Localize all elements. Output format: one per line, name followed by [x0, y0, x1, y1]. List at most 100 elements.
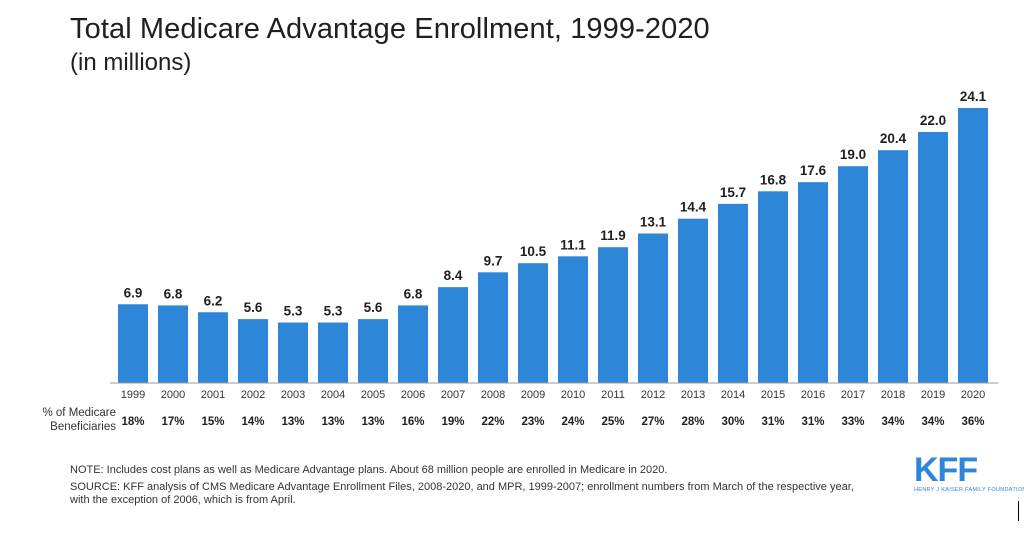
percent-value-2019: 34%: [921, 416, 944, 428]
x-tick-label-2008: 2008: [481, 389, 505, 401]
bar-2015: [758, 191, 788, 383]
bar-2002: [238, 319, 268, 383]
bar-value-label-2000: 6.8: [164, 286, 183, 301]
percent-value-2012: 27%: [641, 416, 664, 428]
bar-2008: [478, 272, 508, 383]
x-tick-label-2015: 2015: [761, 389, 785, 401]
percent-value-2005: 13%: [361, 416, 384, 428]
bar-value-label-2017: 19.0: [840, 147, 866, 162]
x-tick-label-2007: 2007: [441, 389, 465, 401]
percent-value-2016: 31%: [801, 416, 824, 428]
x-tick-label-2018: 2018: [881, 389, 905, 401]
chart-subtitle: (in millions): [70, 49, 192, 76]
x-tick-label-2017: 2017: [841, 389, 865, 401]
bar-2014: [718, 203, 748, 383]
percent-value-2020: 36%: [961, 416, 984, 428]
logo-text: HENRY J KAISER FAMILY FOUNDATION: [914, 487, 1024, 493]
edge-divider: [1018, 501, 1019, 521]
x-tick-label-2004: 2004: [321, 389, 345, 401]
bar-value-label-2013: 14.4: [680, 200, 707, 215]
bar-2009: [518, 263, 548, 383]
x-tick-label-2005: 2005: [361, 389, 385, 401]
bar-chart: 6.9 6.8 6.2 5.6 5.3 5.3 5.6 6.8 8.4 9.7 10.5 11.1 11…: [110, 89, 998, 428]
bar-value-label-2018: 20.4: [880, 131, 907, 146]
bar-value-label-2010: 11.1: [560, 237, 586, 252]
x-axis-ticks: 1999 2000 2001 2002 2003 2004 2005 2006 2007 2008…: [121, 389, 985, 401]
bar-2005: [358, 319, 388, 383]
percent-value-2003: 13%: [281, 416, 304, 428]
bar-2020: [958, 108, 988, 383]
bar-value-label-2008: 9.7: [484, 253, 503, 268]
bar-2016: [798, 182, 828, 383]
percent-value-2018: 34%: [881, 416, 904, 428]
bar-value-label-2016: 17.6: [800, 163, 827, 178]
percent-value-2000: 17%: [161, 416, 184, 428]
percent-value-2017: 33%: [841, 416, 864, 428]
x-tick-label-2014: 2014: [721, 389, 745, 401]
bar-2007: [438, 287, 468, 383]
x-tick-label-2013: 2013: [681, 389, 705, 401]
percent-value-2015: 31%: [761, 416, 784, 428]
bar-2001: [198, 312, 228, 383]
chart-note: NOTE: Includes cost plans as well as Med…: [70, 464, 668, 476]
percent-row-label: % of Medicare Beneficiaries: [42, 407, 116, 433]
bar-value-label-2001: 6.2: [204, 293, 223, 308]
bar-value-label-2002: 5.6: [244, 300, 263, 315]
bar-value-label-2009: 10.5: [520, 244, 547, 259]
x-tick-label-1999: 1999: [121, 389, 145, 401]
x-tick-label-2006: 2006: [401, 389, 425, 401]
percent-value-2013: 28%: [681, 416, 704, 428]
bar-2006: [398, 305, 428, 383]
x-tick-label-2002: 2002: [241, 389, 265, 401]
bar-2017: [838, 166, 868, 383]
bar-2004: [318, 322, 348, 383]
bar-value-label-2020: 24.1: [960, 89, 987, 104]
x-tick-label-2019: 2019: [921, 389, 945, 401]
x-tick-label-2010: 2010: [561, 389, 585, 401]
bar-value-label-2005: 5.6: [364, 300, 383, 315]
bar-1999: [118, 304, 148, 383]
bar-2000: [158, 305, 188, 383]
bar-2019: [918, 131, 948, 383]
percent-value-2011: 25%: [601, 416, 624, 428]
percent-value-2001: 15%: [201, 416, 224, 428]
bar-value-label-2003: 5.3: [284, 304, 303, 319]
bar-value-label-2006: 6.8: [404, 286, 423, 301]
percent-value-2004: 13%: [321, 416, 344, 428]
kff-logo: KFF HENRY J KAISER FAMILY FOUNDATION: [914, 451, 1024, 494]
bar-value-label-2011: 11.9: [600, 228, 626, 243]
bar-value-label-2007: 8.4: [444, 268, 463, 283]
percent-value-2006: 16%: [401, 416, 424, 428]
x-tick-label-2009: 2009: [521, 389, 545, 401]
bar-value-label-2015: 16.8: [760, 172, 787, 187]
bar-2003: [278, 322, 308, 383]
chart-source: SOURCE: KFF analysis of CMS Medicare Adv…: [70, 481, 854, 506]
percent-row: 18% 17% 15% 14% 13% 13% 13% 16% 19% 22% 23% 24% 25% 2…: [121, 416, 984, 428]
bar-2012: [638, 233, 668, 383]
chart-title: Total Medicare Advantage Enrollment, 199…: [70, 13, 710, 45]
bar-2010: [558, 256, 588, 383]
bar-value-label-1999: 6.9: [124, 285, 143, 300]
bar-value-label-2004: 5.3: [324, 304, 343, 319]
bar-value-label-2014: 15.7: [720, 185, 746, 200]
percent-value-1999: 18%: [121, 416, 144, 428]
x-tick-label-2003: 2003: [281, 389, 305, 401]
bar-2013: [678, 218, 708, 383]
x-tick-label-2011: 2011: [601, 389, 625, 401]
bar-2011: [598, 247, 628, 383]
x-tick-label-2000: 2000: [161, 389, 185, 401]
percent-value-2008: 22%: [481, 416, 504, 428]
bar-2018: [878, 150, 908, 383]
percent-value-2014: 30%: [721, 416, 744, 428]
logo-mark: KFF: [914, 451, 978, 489]
percent-value-2007: 19%: [441, 416, 464, 428]
percent-value-2010: 24%: [561, 416, 584, 428]
bar-value-label-2012: 13.1: [640, 215, 667, 230]
x-tick-label-2001: 2001: [201, 389, 225, 401]
x-tick-label-2016: 2016: [801, 389, 825, 401]
x-tick-label-2020: 2020: [961, 389, 985, 401]
percent-value-2009: 23%: [521, 416, 544, 428]
bar-value-label-2019: 22.0: [920, 113, 946, 128]
bars-layer: 6.9 6.8 6.2 5.6 5.3 5.3 5.6 6.8 8.4 9.7 10.5 11.1 11…: [118, 89, 988, 383]
x-tick-label-2012: 2012: [641, 389, 665, 401]
